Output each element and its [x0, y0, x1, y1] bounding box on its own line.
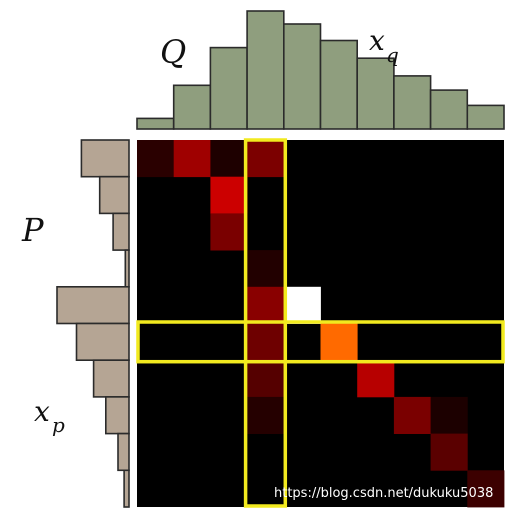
q-bar — [282, 23, 322, 130]
p-bar — [56, 285, 130, 325]
p-label: P — [21, 211, 44, 249]
row-highlight-box — [136, 320, 505, 364]
q-histogram — [136, 10, 505, 130]
heatmap-cell — [357, 360, 395, 398]
p-bar — [75, 322, 130, 362]
watermark-text: https://blog.csdn.net/dukuku5038 — [274, 486, 493, 501]
q-bar — [209, 46, 248, 130]
p-histogram — [56, 139, 130, 508]
heatmap-cell — [247, 396, 285, 434]
q-bar — [246, 10, 285, 130]
heatmap-cell — [393, 396, 431, 434]
p-bar — [98, 175, 130, 215]
heatmap-cell — [247, 360, 285, 398]
q-bar — [319, 39, 359, 130]
heatmap-cell — [210, 176, 248, 214]
heatmap-cell — [173, 140, 211, 178]
xp-label-base: x — [34, 395, 50, 428]
p-bar — [112, 212, 130, 251]
q-bar — [172, 84, 212, 130]
p-bar — [92, 359, 130, 398]
p-bar — [80, 139, 130, 178]
highlight-boxes — [136, 138, 505, 508]
heatmap-cell — [320, 323, 358, 361]
p-bar — [123, 469, 130, 508]
q-bar — [429, 89, 469, 130]
heatmap-cell — [430, 433, 468, 471]
p-bar — [124, 249, 130, 288]
q-label: Q — [160, 33, 186, 71]
heatmap-cell — [430, 396, 468, 434]
heatmap-cell — [210, 140, 248, 178]
heatmap-cell — [247, 323, 285, 361]
q-bar — [356, 57, 395, 130]
xp-label-sub: p — [52, 413, 65, 437]
heatmap-cell — [247, 250, 285, 288]
p-bar — [117, 432, 130, 472]
q-bar — [136, 117, 175, 130]
xq-label-sub: q — [386, 43, 399, 67]
heatmap-cells — [137, 140, 505, 508]
q-bar — [466, 104, 505, 130]
heatmap-cell — [247, 286, 285, 324]
heatmap-cell — [283, 286, 321, 324]
heatmap-cell — [247, 140, 285, 178]
q-bar — [393, 75, 432, 130]
xq-label-base: x — [369, 24, 385, 57]
heatmap-cell — [137, 140, 175, 178]
p-bar — [105, 396, 130, 435]
heatmap-cell — [467, 470, 505, 508]
heatmap-cell — [210, 213, 248, 251]
